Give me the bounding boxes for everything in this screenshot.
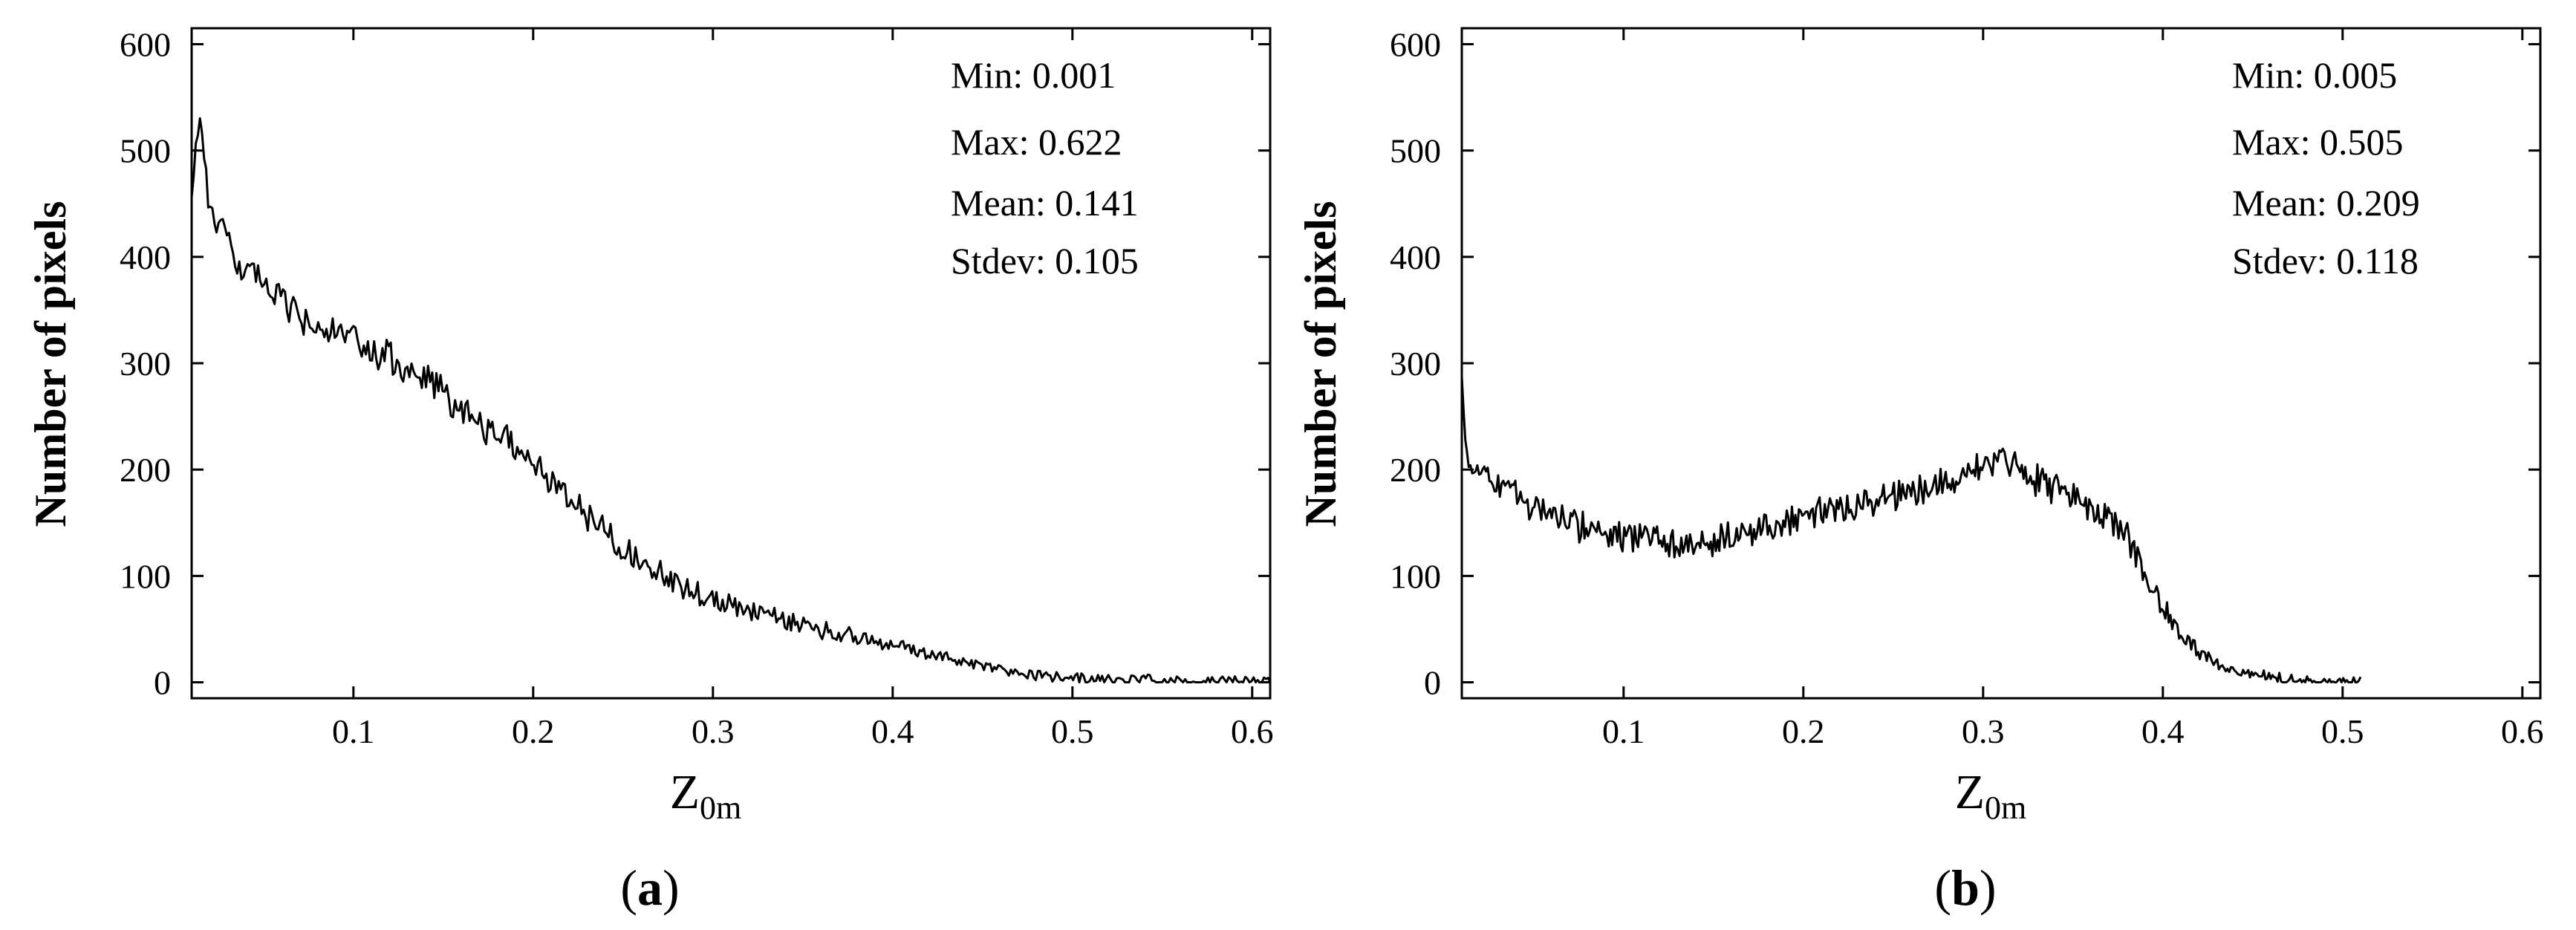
panel-b-x-axis-label: Z0m: [1955, 765, 2027, 826]
panel-a-x-axis-label: Z0m: [670, 765, 742, 826]
panel-a-stat-mean: Mean: 0.141: [951, 182, 1139, 224]
y-tick-label: 200: [120, 451, 171, 489]
panel-b-x-axis-label-main: Z: [1955, 765, 1985, 819]
y-tick-label: 600: [120, 25, 171, 63]
y-tick-label: 200: [1390, 451, 1441, 489]
panel-a-stat-stdev: Stdev: 0.105: [951, 240, 1139, 282]
x-tick-label: 0.6: [1231, 712, 1274, 750]
panel-b-y-axis-label: Number of pixels: [1296, 201, 1345, 527]
panel-b-stat-mean: Mean: 0.209: [2232, 182, 2420, 224]
x-tick-label: 0.5: [2321, 712, 2364, 750]
panel-b-stat-stdev: Stdev: 0.118: [2232, 240, 2419, 282]
panel-a-label: (a): [620, 859, 679, 916]
x-tick-label: 0.2: [1782, 712, 1825, 750]
panel-a-stat-min: Min: 0.001: [951, 54, 1116, 96]
panel-a-x-axis-label-sub: 0m: [700, 790, 741, 826]
x-tick-label: 0.4: [2141, 712, 2185, 750]
y-tick-label: 500: [1390, 132, 1441, 170]
x-tick-label: 0.5: [1051, 712, 1094, 750]
x-tick-label: 0.4: [871, 712, 914, 750]
panel-a-x-axis-label-main: Z: [670, 765, 700, 819]
panel-b-label: (b): [1934, 859, 1996, 916]
y-tick-label: 0: [154, 664, 171, 702]
y-tick-label: 300: [120, 345, 171, 383]
panel-a-ticks: 0 100 200 300 400 500 600 0.1 0.2 0.3 0.4 0.5 0.6: [120, 25, 1274, 750]
x-tick-label: 0.3: [692, 712, 735, 750]
panel-b: 0 100 200 300 400 500 600 0.1 0.2 0.3 0.4 0.5 0.6 Mi…: [1296, 25, 2544, 916]
x-tick-label: 0.6: [2501, 712, 2544, 750]
panel-b-label-letter: b: [1951, 859, 1980, 916]
panel-b-histogram-line: [1460, 376, 2362, 683]
panel-a-label-letter: a: [637, 859, 663, 916]
panel-a-histogram-line: [190, 117, 1272, 683]
x-tick-label: 0.1: [332, 712, 375, 750]
y-tick-label: 400: [1390, 238, 1441, 276]
panel-a-stat-max: Max: 0.622: [951, 121, 1122, 163]
y-tick-label: 100: [120, 557, 171, 595]
y-tick-label: 100: [1390, 557, 1441, 595]
panel-b-ticks: 0 100 200 300 400 500 600 0.1 0.2 0.3 0.4 0.5 0.6: [1390, 25, 2544, 750]
panel-a-y-axis-label: Number of pixels: [26, 201, 75, 527]
panel-b-stat-max: Max: 0.505: [2232, 121, 2404, 163]
panel-a: 0 100 200 300 400 500 600 0.1 0.2 0.3 0.4 0.5 0.6 Mi…: [26, 25, 1274, 916]
x-tick-label: 0.2: [512, 712, 555, 750]
panel-b-stat-min: Min: 0.005: [2232, 54, 2397, 96]
x-tick-label: 0.3: [1962, 712, 2005, 750]
panel-b-x-axis-label-sub: 0m: [1985, 790, 2026, 826]
y-tick-label: 600: [1390, 25, 1441, 63]
y-tick-label: 500: [120, 132, 171, 170]
y-tick-label: 0: [1424, 664, 1441, 702]
y-tick-label: 300: [1390, 345, 1441, 383]
x-tick-label: 0.1: [1602, 712, 1645, 750]
y-tick-label: 400: [120, 238, 171, 276]
